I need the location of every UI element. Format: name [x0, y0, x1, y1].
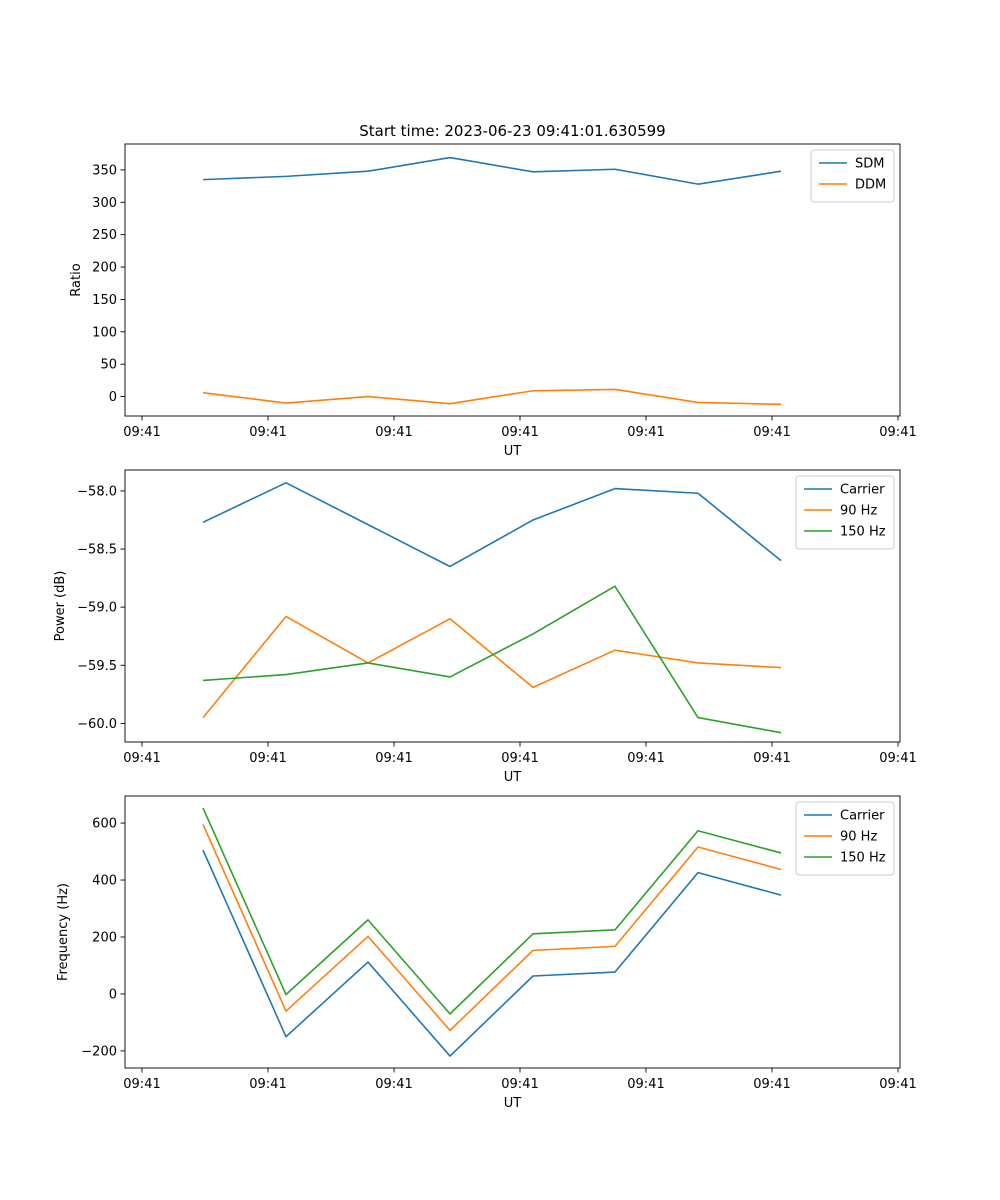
x-tick-label: 09:41 [375, 751, 412, 766]
y-tick-label: 400 [92, 874, 117, 889]
axes-frame [124, 143, 901, 417]
y-tick-label: 200 [92, 261, 117, 276]
legend-entry: 150 Hz [840, 525, 886, 540]
x-axis-label: UT [504, 770, 522, 785]
axes-frame [124, 469, 901, 743]
legend-entry: Carrier [840, 809, 885, 824]
x-tick-label: 09:41 [753, 425, 790, 440]
chart-panel-3: 09:41 09:41 09:41 09:41 09:41 09:41 09:41 UT −20… [56, 795, 917, 1111]
y-tick-label: 200 [92, 930, 117, 945]
series-line-90-hz [202, 824, 782, 1032]
legend-entry: SDM [855, 157, 884, 172]
axes-frame [124, 795, 901, 1069]
x-tick-label: 09:41 [123, 1077, 160, 1092]
y-tick-label: −200 [81, 1044, 117, 1059]
y-tick-label: 300 [92, 196, 117, 211]
x-axis-label: UT [504, 444, 522, 459]
y-axis-label: Power (dB) [53, 571, 68, 642]
x-tick-label: 09:41 [249, 751, 286, 766]
series-line-150-hz [202, 807, 782, 1015]
x-tick-label: 09:41 [501, 425, 538, 440]
y-tick-label: −60.0 [77, 717, 117, 732]
chart-panel-1: Start time: 2023-06-23 09:41:01.630599 09… [69, 122, 917, 459]
legend-entry: 90 Hz [840, 830, 877, 845]
x-tick-label: 09:41 [627, 425, 664, 440]
legend: Carrier 90 Hz 150 Hz [795, 801, 895, 876]
x-tick-label: 09:41 [123, 751, 160, 766]
series-line-150-hz [202, 585, 782, 734]
x-tick-label: 09:41 [501, 1077, 538, 1092]
x-tick-label: 09:41 [249, 1077, 286, 1092]
legend: Carrier 90 Hz 150 Hz [795, 475, 895, 550]
series-line-carrier [202, 849, 782, 1057]
x-tick-label: 09:41 [627, 1077, 664, 1092]
series-line-sdm [202, 156, 782, 185]
x-tick-label: 09:41 [249, 425, 286, 440]
y-tick-label: 0 [109, 987, 117, 1002]
x-tick-label: 09:41 [753, 1077, 790, 1092]
x-tick-label: 09:41 [375, 1077, 412, 1092]
x-tick-label: 09:41 [123, 425, 160, 440]
x-tick-label: 09:41 [501, 751, 538, 766]
chart-title: Start time: 2023-06-23 09:41:01.630599 [359, 122, 665, 140]
legend: SDM DDM [810, 149, 895, 203]
y-tick-label: 600 [92, 817, 117, 832]
y-tick-label: 250 [92, 228, 117, 243]
y-tick-label: −59.0 [77, 601, 117, 616]
legend-entry: 150 Hz [840, 851, 886, 866]
y-tick-label: 0 [109, 390, 117, 405]
y-tick-label: 350 [92, 163, 117, 178]
legend-entry: 90 Hz [840, 504, 877, 519]
legend-entry: Carrier [840, 483, 885, 498]
x-axis-label: UT [504, 1096, 522, 1111]
x-tick-label: 09:41 [753, 751, 790, 766]
chart-panel-2: 09:41 09:41 09:41 09:41 09:41 09:41 09:41 UT −60… [53, 469, 917, 785]
y-axis-label: Frequency (Hz) [56, 883, 71, 981]
series-line-90-hz [202, 615, 782, 719]
y-tick-label: −59.5 [77, 659, 117, 674]
series-line-carrier [202, 481, 782, 568]
x-tick-label: 09:41 [375, 425, 412, 440]
series-line-ddm [202, 388, 782, 406]
x-tick-label: 09:41 [879, 751, 916, 766]
x-tick-label: 09:41 [627, 751, 664, 766]
y-tick-label: −58.5 [77, 543, 117, 558]
y-axis-label: Ratio [69, 263, 84, 296]
y-tick-label: 150 [92, 293, 117, 308]
legend-entry: DDM [855, 178, 886, 193]
y-tick-label: 50 [100, 358, 117, 373]
y-tick-label: 100 [92, 325, 117, 340]
x-tick-label: 09:41 [879, 425, 916, 440]
x-tick-label: 09:41 [879, 1077, 916, 1092]
y-tick-label: −58.0 [77, 484, 117, 499]
